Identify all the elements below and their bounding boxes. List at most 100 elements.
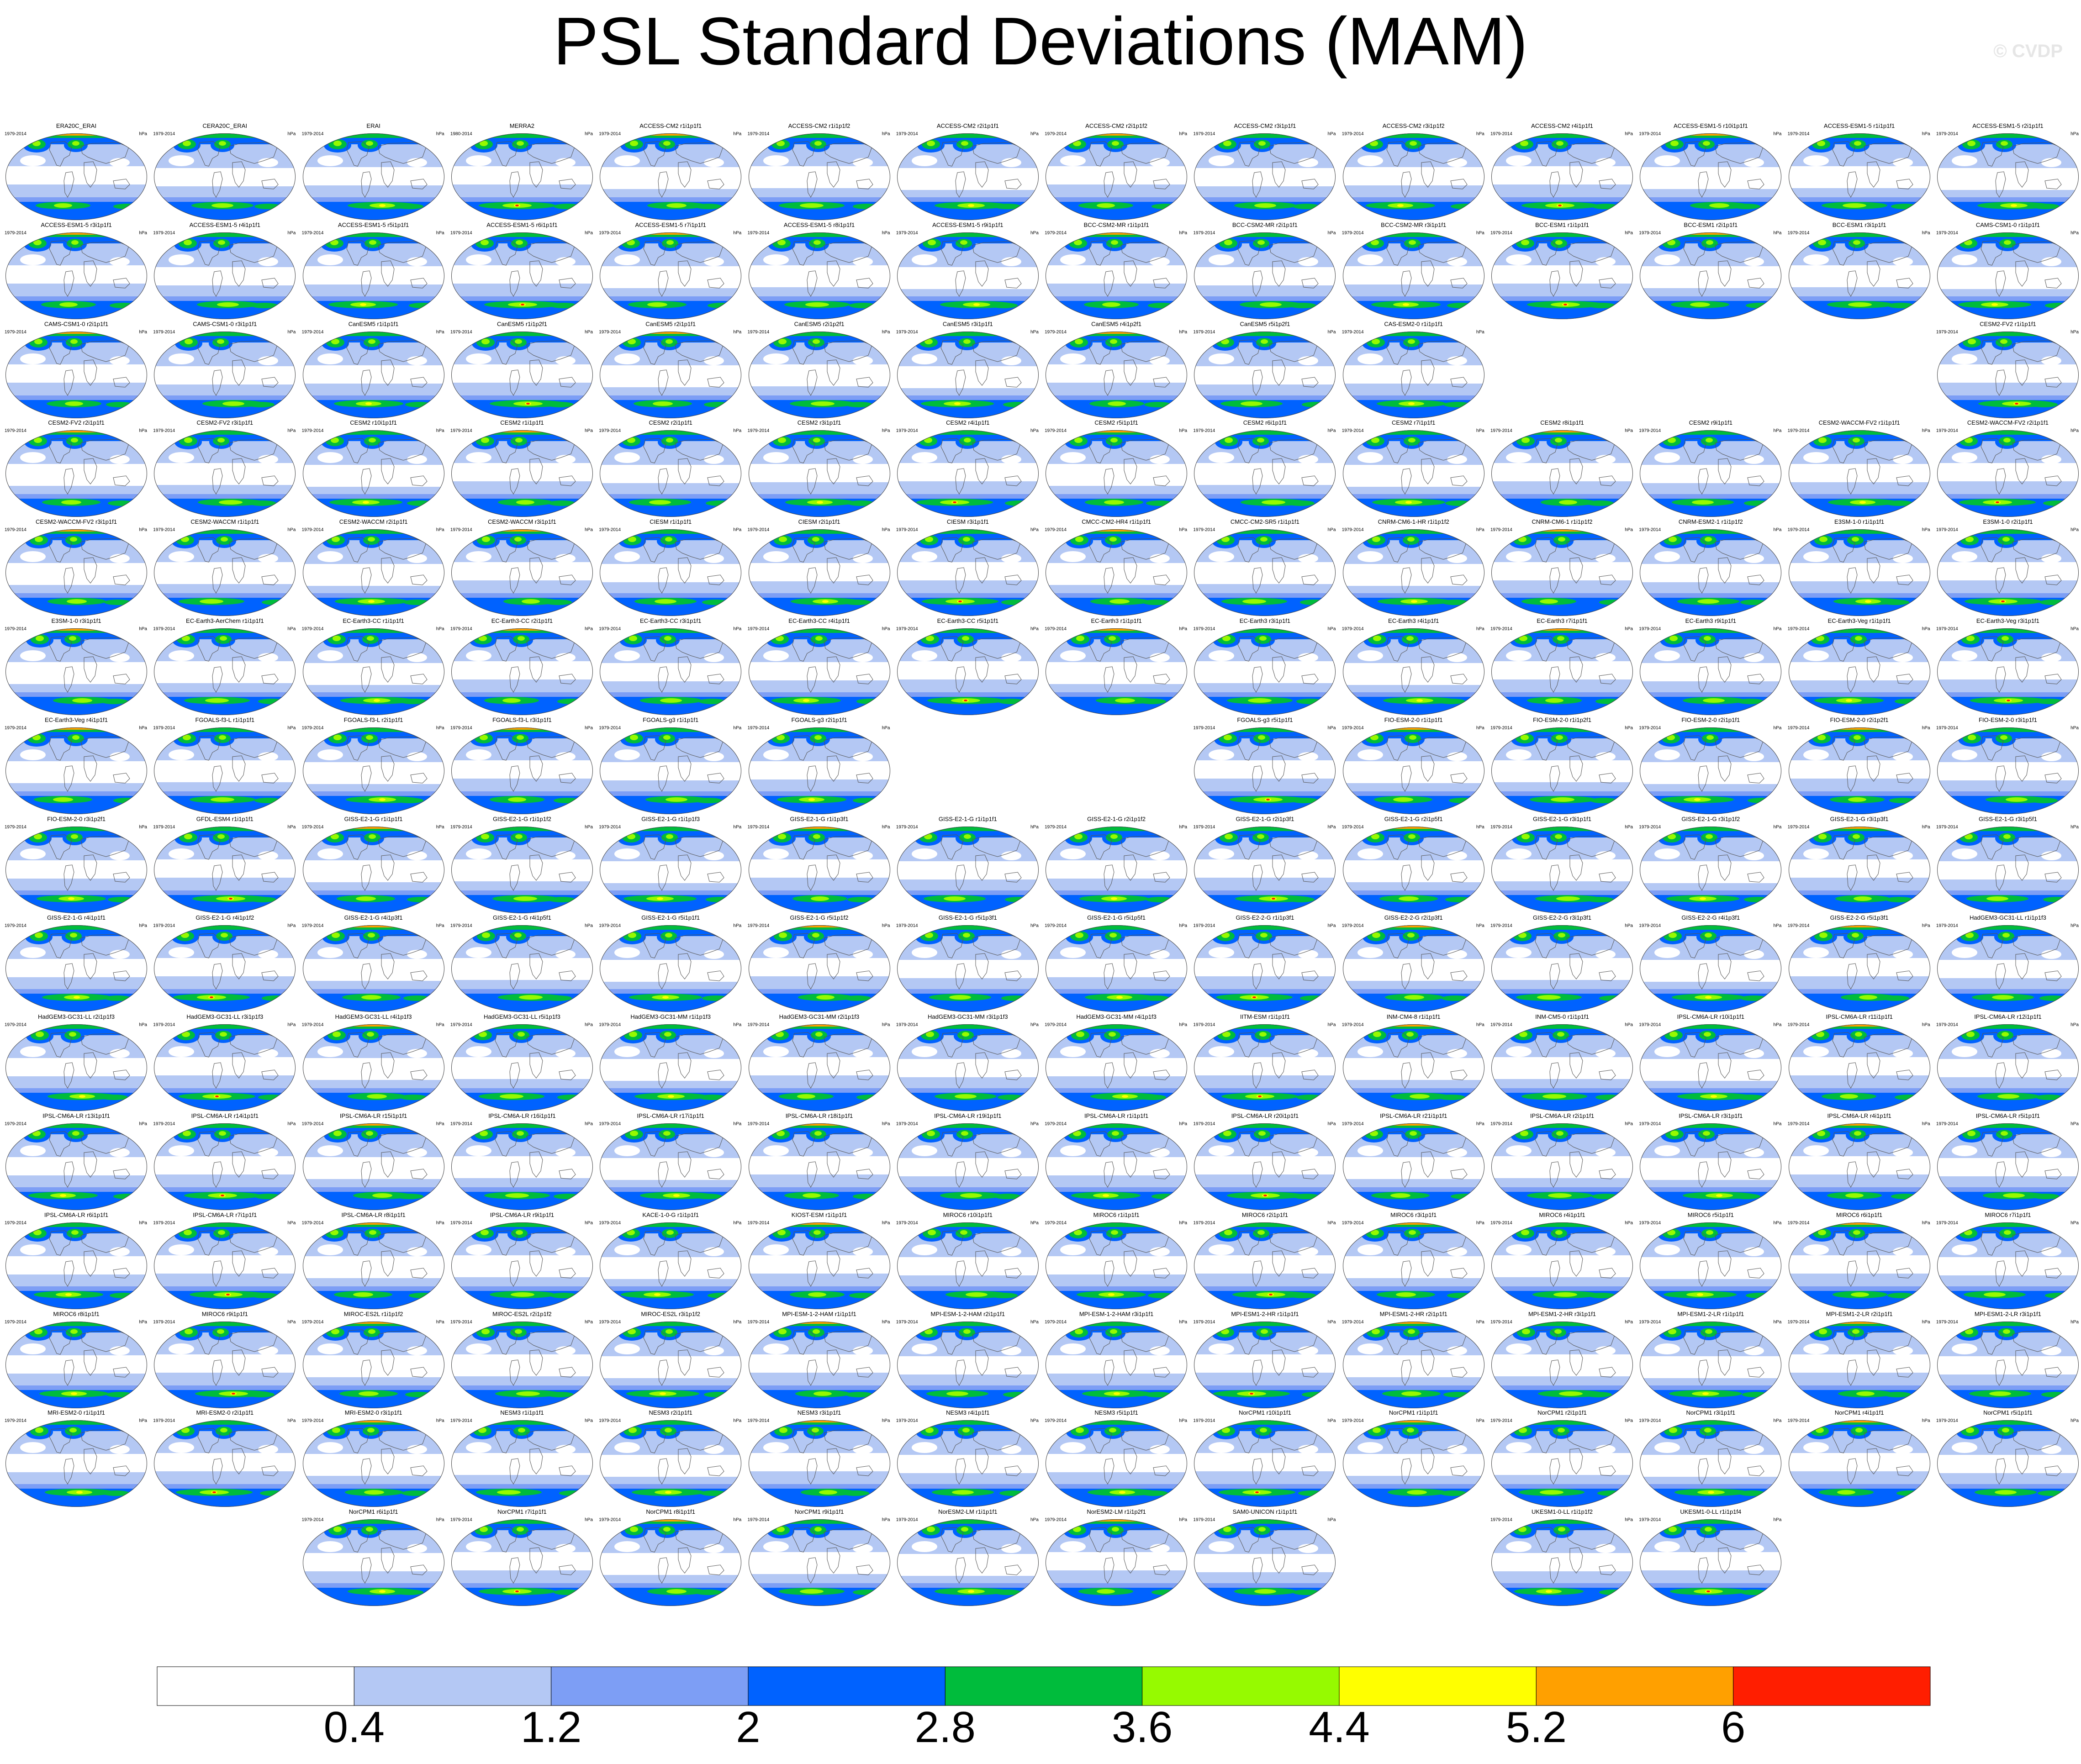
panel-units: hPa [436, 527, 444, 533]
low-patch [1060, 254, 1086, 265]
southern-max [990, 1292, 1018, 1298]
northern-band-strong [1491, 1123, 1633, 1128]
map-panel: FIO-ESM-2-0 r1i1p2f1 1979-2014 hPa [1489, 716, 1635, 816]
southern-peak [1104, 500, 1125, 505]
panel-title: ACCESS-ESM1-5 r6i1p1f1 [486, 221, 558, 228]
panel-years: 1979-2014 [301, 132, 324, 137]
map-panel: MIROC6 r2i1p1f1 1979-2014 hPa [1192, 1211, 1337, 1311]
tropical-band [154, 463, 296, 485]
npac-center-core [478, 1032, 487, 1037]
panel-years: 1979-2014 [450, 329, 472, 335]
low-patch [1744, 851, 1764, 860]
natl-center-core [963, 834, 971, 839]
map-panel: GISS-E2-1-G r1i1p3f1 1979-2014 hPa [747, 816, 892, 915]
low-patch [1951, 1244, 1977, 1255]
southern-peak-high [1122, 1095, 1129, 1098]
low-patch [1447, 950, 1467, 959]
npac-center-core [1967, 338, 1976, 344]
tropical-band [154, 562, 296, 584]
robinson-map [897, 430, 1039, 517]
npac-center-core [1224, 239, 1233, 245]
natl-center-core [71, 1230, 79, 1235]
coastline [361, 369, 372, 396]
robinson-map [1937, 727, 2079, 814]
coastline [1386, 240, 1410, 266]
northern-band-strong [600, 1024, 742, 1029]
coastline [1237, 240, 1261, 266]
robinson-map [5, 232, 147, 319]
southern-max [993, 1194, 1021, 1199]
coastline [806, 666, 818, 693]
natl-center-core [812, 1329, 820, 1334]
northern-band-strong [1937, 232, 2079, 237]
southern-max [702, 600, 730, 606]
northern-band-strong [302, 430, 444, 435]
robinson-map [1342, 826, 1484, 913]
tropical-band [748, 1057, 890, 1076]
coastline [675, 439, 724, 461]
panel-units: hPa [436, 627, 444, 632]
coastline [1867, 161, 1880, 188]
robinson-map [1046, 430, 1188, 517]
low-patch [1506, 1046, 1532, 1058]
northern-band-strong [600, 529, 742, 534]
southern-peak-high [1705, 996, 1712, 999]
coastline [658, 369, 669, 396]
panel-years: 1979-2014 [1639, 230, 1661, 236]
robinson-map [1491, 232, 1633, 319]
panel-title: HadGEM3-GC31-LL r1i1p1f3 [1969, 914, 2046, 921]
coastline [410, 574, 428, 585]
map-border [1937, 529, 2079, 616]
panel-title: ERA20C_ERAI [56, 122, 97, 129]
southern-max [1891, 1194, 1918, 1199]
southern-max [706, 896, 734, 902]
northern-band-strong [1788, 430, 1930, 435]
panel-units: hPa [1625, 428, 1633, 434]
natl-center-core [963, 1329, 971, 1334]
southern-max [1588, 1292, 1616, 1298]
low-patch [169, 947, 195, 958]
low-patch [763, 155, 789, 166]
low-patch [614, 353, 640, 364]
map-panel: ACCESS-CM2 r1i1p1f1 1979-2014 hPa [598, 122, 743, 222]
natl-center-core [1851, 537, 1859, 542]
southern-peak [1709, 203, 1730, 208]
panel-units: hPa [1030, 527, 1039, 533]
southern-max [1151, 1194, 1179, 1199]
northern-band-strong [1046, 1024, 1188, 1029]
low-patch [911, 947, 937, 958]
panel-title: HadGEM3-GC31-MM r2i1p1f3 [779, 1013, 860, 1021]
southern-peak-max [1258, 1095, 1262, 1098]
southern-max [1740, 995, 1768, 1001]
coastline [212, 369, 223, 396]
southern-peak [211, 797, 235, 802]
npac-center-core [1371, 437, 1379, 443]
coastline [559, 377, 576, 388]
coastline [1864, 142, 1912, 164]
southern-max [1748, 797, 1775, 803]
low-patch [1892, 1049, 1913, 1058]
low-patch [852, 257, 873, 266]
map-panel: HadGEM3-GC31-LL r1i1p1f3 1979-2014 hPa [1935, 914, 2081, 1014]
southern-peak-high [1864, 600, 1871, 603]
low-patch [614, 551, 640, 563]
natl-center-core [1706, 240, 1714, 245]
low-patch [1951, 749, 1977, 760]
low-patch [1447, 158, 1467, 167]
coastline [1104, 468, 1114, 495]
npac-center-core [184, 1229, 192, 1235]
tropical-band [1937, 1059, 2079, 1078]
coastline [1269, 142, 1318, 164]
natl-center-core [515, 240, 523, 245]
panel-years: 1979-2014 [153, 627, 175, 632]
tropical-band [154, 760, 296, 782]
southern-max [2030, 401, 2058, 407]
coastline [856, 475, 873, 486]
panel-title: IITM-ESM r1i1p1f1 [1240, 1013, 1290, 1021]
map-panel: ERAI 1979-2014 hPa [301, 122, 446, 222]
southern-max [1599, 600, 1627, 606]
panel-title: BCC-ESM1 r2i1p1f1 [1684, 221, 1738, 228]
panel-title: CanESM5 r4i1p2f1 [1091, 320, 1142, 327]
panel-title: MIROC-ES2L r1i1p1f2 [343, 1310, 403, 1317]
coastline [63, 666, 74, 693]
